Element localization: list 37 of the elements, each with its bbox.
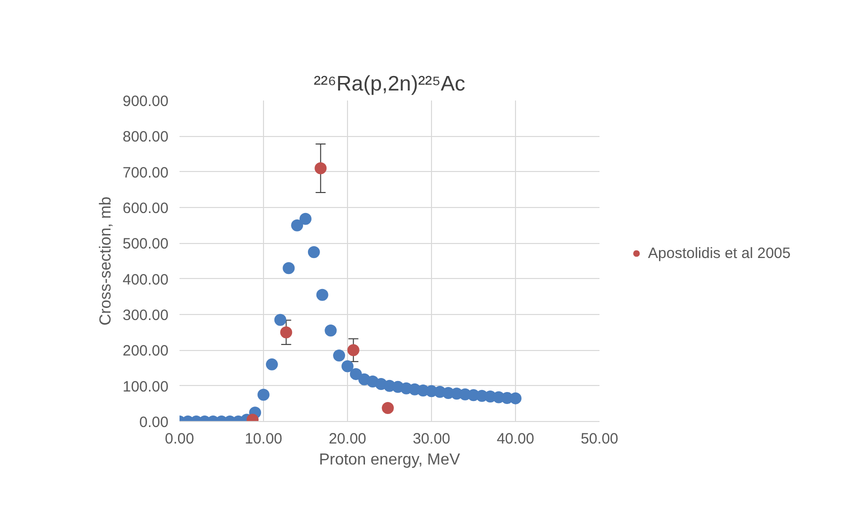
point: [350, 368, 362, 380]
x-tick-label: 10.00: [244, 430, 282, 448]
point: [324, 324, 337, 337]
point: [308, 246, 320, 258]
chart-title: ²²⁶Ra(p,2n)²²⁵Ac: [314, 72, 466, 96]
x-tick-label: 0.00: [164, 430, 194, 448]
y-tick-label: 400.00: [122, 271, 169, 288]
point: [274, 314, 286, 326]
point: [282, 262, 295, 274]
y-axis-title: Cross-section, mb: [98, 196, 115, 326]
point: [347, 344, 360, 356]
point: [300, 212, 312, 225]
point: [342, 360, 354, 372]
point: [333, 350, 346, 362]
y-tick-label: 900.00: [122, 93, 169, 110]
point: [291, 219, 304, 232]
point: [280, 326, 292, 338]
y-tick-label: 700.00: [122, 164, 169, 182]
y-tick-label: 300.00: [122, 307, 169, 324]
point: [382, 402, 394, 414]
y-tick-label: 500.00: [122, 236, 169, 253]
x-tick-label: 20.00: [328, 430, 366, 448]
point: [266, 358, 278, 370]
y-tick-label: 800.00: [122, 128, 169, 146]
y-tick-label: 0.00: [139, 414, 169, 431]
point: [314, 162, 327, 174]
x-axis-title: Proton energy, MeV: [318, 452, 460, 468]
x-tick-label: 50.00: [580, 430, 618, 448]
y-tick-label: 100.00: [122, 378, 169, 396]
x-tick-label: 30.00: [412, 430, 450, 448]
legend-label: Apostolidis et al 2005: [648, 244, 791, 262]
y-tick-label: 600.00: [122, 200, 169, 217]
point: [510, 392, 522, 404]
point: [258, 388, 270, 401]
y-tick-label: 200.00: [122, 342, 169, 360]
x-tick-label: 40.00: [496, 430, 534, 448]
point: [316, 288, 328, 301]
